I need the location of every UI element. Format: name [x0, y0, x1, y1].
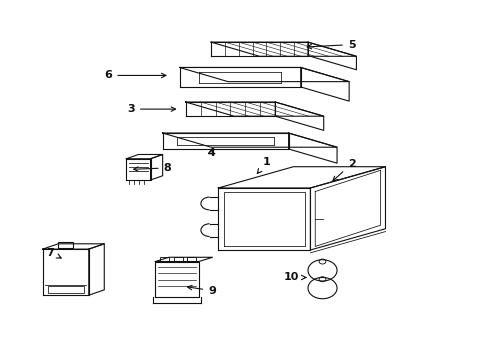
Text: 2: 2 [333, 159, 355, 181]
Text: 5: 5 [307, 40, 355, 50]
Bar [174, 257, 182, 261]
Text: 3: 3 [127, 104, 175, 114]
Text: 1: 1 [257, 157, 270, 174]
Text: 6: 6 [104, 71, 166, 80]
Text: 4: 4 [207, 148, 215, 158]
Bar [160, 257, 169, 261]
Bar [48, 286, 84, 293]
Text: 9: 9 [188, 285, 216, 296]
Bar [58, 242, 73, 248]
Text: 8: 8 [134, 163, 172, 173]
Text: 7: 7 [47, 248, 61, 258]
Bar [187, 257, 196, 261]
Text: 10: 10 [284, 273, 306, 283]
